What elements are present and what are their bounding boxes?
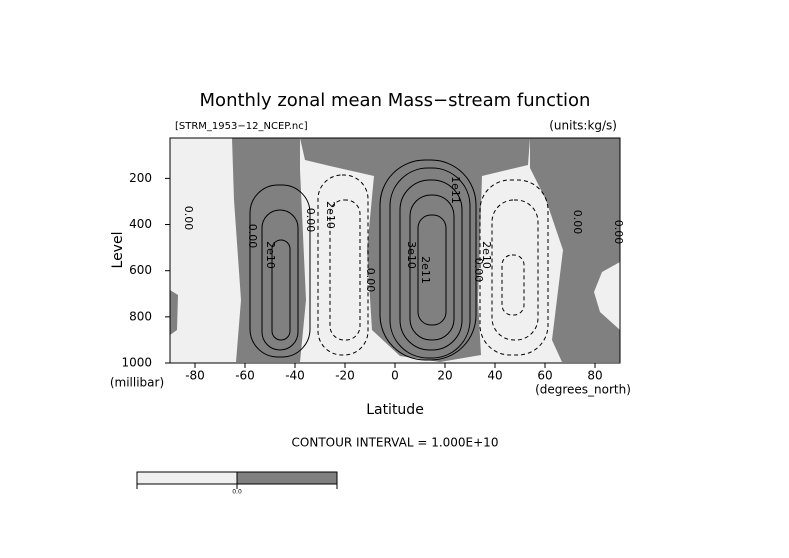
x-tick-label: 80	[587, 369, 602, 383]
colorbar-swatch	[137, 472, 237, 484]
contour-label: 0.00	[246, 224, 259, 249]
contour-label: 3e10	[405, 241, 418, 269]
x-axis-unit: (degrees_north)	[535, 383, 631, 397]
contour-label: 0.00	[364, 268, 377, 293]
contour-label: 1e11	[449, 176, 462, 204]
x-tick-label: -40	[285, 369, 305, 383]
y-tick-label: 400	[129, 217, 152, 231]
y-tick-label: 600	[129, 263, 152, 277]
y-tick-label: 1000	[121, 356, 152, 370]
x-tick-label: 0	[391, 369, 399, 383]
x-tick-label: -60	[235, 369, 255, 383]
chart-title: Monthly zonal mean Mass−stream function	[200, 90, 591, 111]
units: (units:kg/s)	[549, 119, 617, 133]
colorbar-swatch	[237, 472, 337, 484]
contour-label: 2e10	[324, 201, 337, 229]
contour-label: 0.00	[304, 208, 317, 233]
x-tick-label: 20	[437, 369, 452, 383]
colorbar-label: 0.0	[232, 489, 242, 496]
x-tick-label: 40	[487, 369, 502, 383]
y-tick-label: 200	[129, 171, 152, 185]
y-axis-unit: (millibar)	[110, 376, 164, 390]
contour-label: 0.00	[612, 220, 625, 245]
contour-interval: CONTOUR INTERVAL = 1.000E+10	[292, 436, 499, 450]
chart: Monthly zonal mean Mass−stream function …	[0, 0, 789, 558]
contour-label: 0.00	[182, 206, 195, 231]
x-tick-label: -20	[335, 369, 355, 383]
contour-label: 2e11	[419, 256, 432, 284]
y-tick-label: 800	[129, 309, 152, 323]
contour-label: 2e10	[480, 241, 493, 269]
x-tick-label: 60	[537, 369, 552, 383]
shaded-region	[170, 290, 178, 335]
x-axis-title: Latitude	[366, 402, 424, 418]
contour-label: 0.00	[571, 210, 584, 235]
contour-label: 2e10	[264, 241, 277, 269]
subtitle: [STRM_1953−12_NCEP.nc]	[175, 121, 308, 132]
x-tick-label: -80	[185, 369, 205, 383]
y-axis-title: Level	[110, 232, 126, 269]
